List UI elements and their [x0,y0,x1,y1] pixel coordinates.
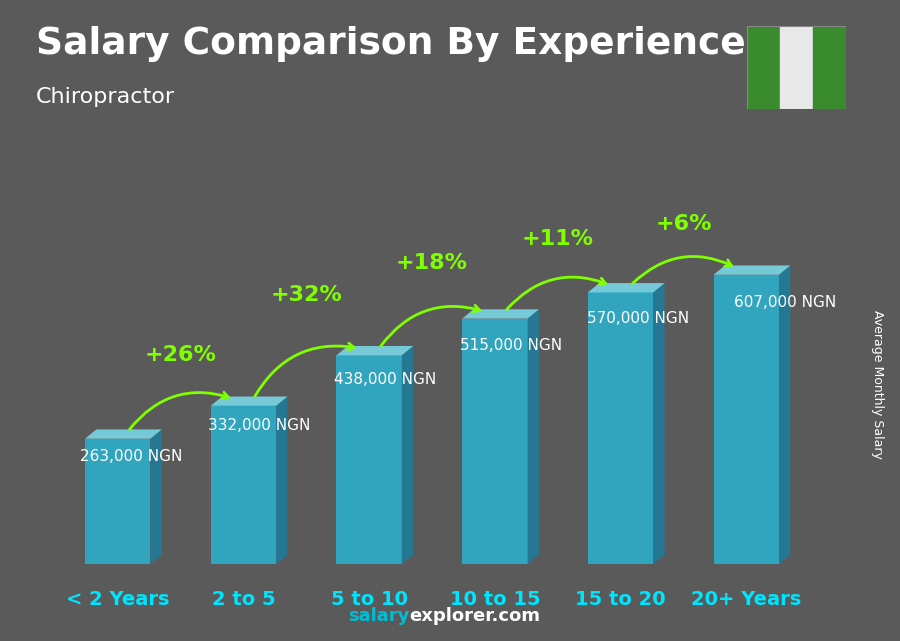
Text: 570,000 NGN: 570,000 NGN [587,312,688,326]
Polygon shape [527,310,539,564]
Polygon shape [714,275,779,564]
Text: 607,000 NGN: 607,000 NGN [734,295,836,310]
Text: 263,000 NGN: 263,000 NGN [80,449,183,463]
Text: 5 to 10: 5 to 10 [330,590,408,609]
Text: 515,000 NGN: 515,000 NGN [460,338,562,353]
Text: explorer.com: explorer.com [410,607,541,625]
Text: +11%: +11% [522,229,594,249]
Polygon shape [211,397,287,406]
Text: 10 to 15: 10 to 15 [449,590,540,609]
Polygon shape [463,310,539,319]
Bar [747,26,780,109]
Bar [780,26,813,109]
Polygon shape [337,346,413,355]
Text: 20+ Years: 20+ Years [691,590,801,609]
Polygon shape [588,283,664,292]
Text: +26%: +26% [145,345,217,365]
Polygon shape [401,346,413,564]
Bar [813,26,846,109]
Text: +18%: +18% [396,253,468,273]
Polygon shape [463,319,527,564]
Text: salary: salary [348,607,410,625]
Polygon shape [653,283,664,564]
Polygon shape [276,397,287,564]
Text: 2 to 5: 2 to 5 [212,590,275,609]
Polygon shape [85,438,150,564]
Polygon shape [150,429,162,564]
Text: +6%: +6% [655,214,712,234]
Polygon shape [588,292,653,564]
Text: Salary Comparison By Experience: Salary Comparison By Experience [36,26,746,62]
Text: 15 to 20: 15 to 20 [575,590,666,609]
Text: < 2 Years: < 2 Years [66,590,169,609]
Text: 438,000 NGN: 438,000 NGN [334,372,436,387]
Polygon shape [714,265,790,275]
Text: Chiropractor: Chiropractor [36,87,176,106]
Text: Average Monthly Salary: Average Monthly Salary [871,310,884,459]
Polygon shape [85,429,162,438]
Text: +32%: +32% [270,285,342,305]
Polygon shape [779,265,790,564]
Polygon shape [337,355,401,564]
Text: 332,000 NGN: 332,000 NGN [208,419,310,433]
Polygon shape [211,406,276,564]
